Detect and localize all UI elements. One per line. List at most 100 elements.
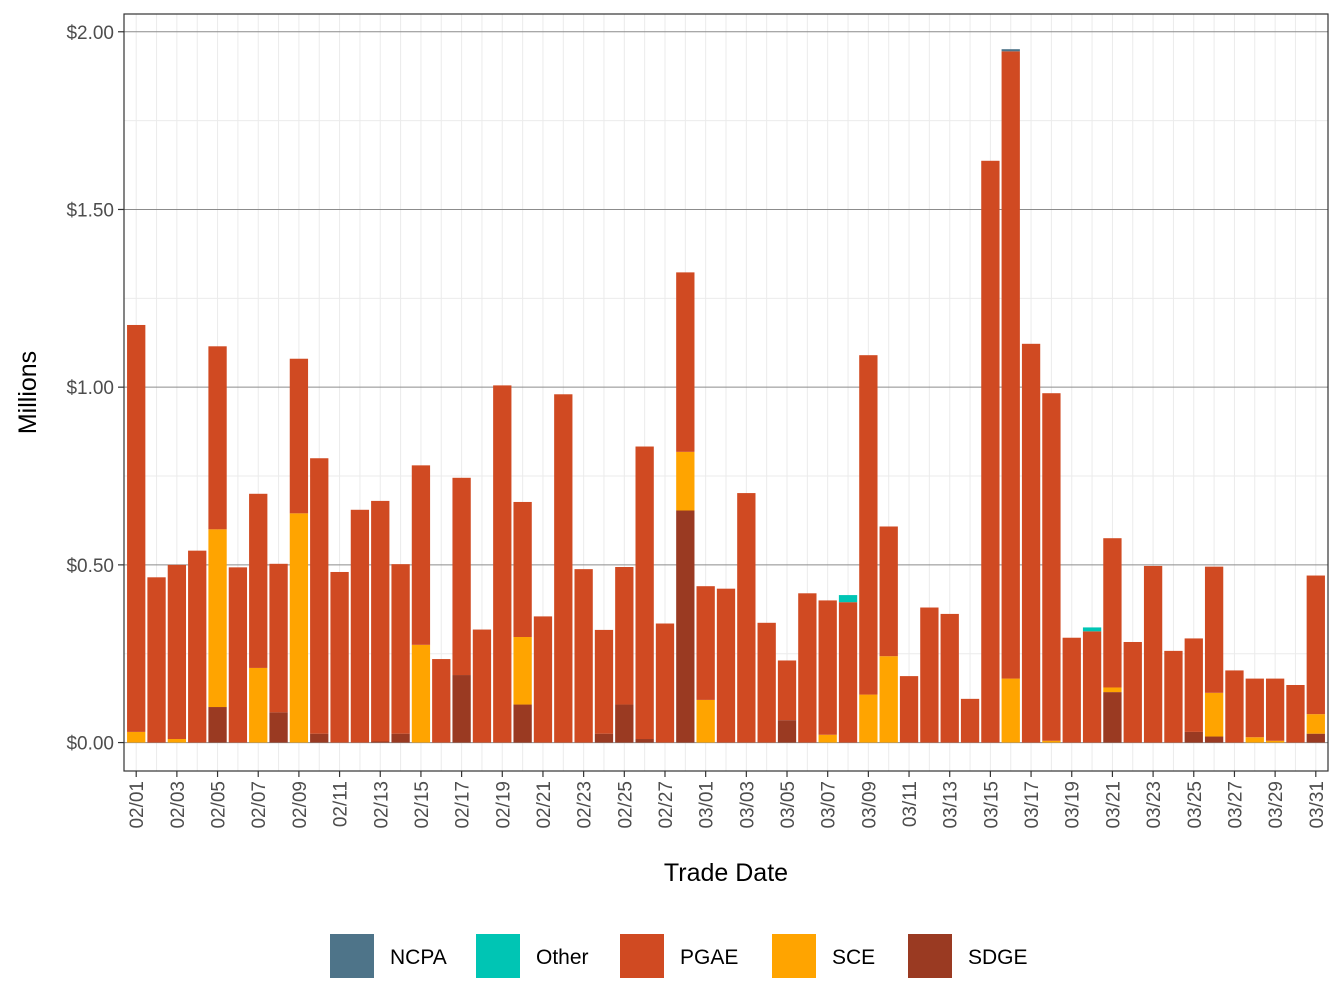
x-tick-label: 02/27 — [656, 781, 677, 829]
x-tick-label: 03/25 — [1185, 781, 1206, 829]
bar-pgae-03-03 — [737, 493, 756, 743]
legend-label-ncpa: NCPA — [390, 946, 447, 969]
x-tick-label: 02/07 — [249, 781, 270, 829]
bar-sce-03-10 — [879, 656, 898, 743]
bar-ncpa-03-16 — [1001, 49, 1020, 52]
bar-other-03-20 — [1082, 627, 1102, 632]
legend-key-ncpa — [330, 934, 374, 978]
bar-sce-03-01 — [696, 699, 715, 743]
bar-pgae-03-15 — [981, 160, 1000, 743]
x-axis-title: Trade Date — [664, 859, 788, 887]
bar-sce-03-31 — [1306, 714, 1325, 734]
bar-pgae-03-26 — [1204, 566, 1224, 693]
legend-key-pgae — [620, 934, 664, 978]
bar-pgae-02-08 — [269, 563, 288, 713]
x-tick-label: 02/25 — [615, 781, 636, 829]
bar-pgae-02-03 — [167, 564, 187, 740]
bar-pgae-03-12 — [920, 607, 939, 743]
bar-pgae-02-15 — [411, 465, 431, 645]
bar-sce-03-16 — [1001, 678, 1020, 743]
bar-sdge-02-26 — [635, 739, 654, 743]
x-tick-label: 03/01 — [697, 781, 718, 829]
bar-sce-02-20 — [513, 637, 532, 705]
bar-sce-03-18 — [1042, 740, 1061, 743]
bar-pgae-03-18 — [1042, 393, 1061, 741]
x-tick-label: 03/19 — [1063, 781, 1084, 829]
bar-pgae-02-10 — [310, 458, 329, 734]
bar-sdge-03-05 — [777, 720, 797, 743]
x-tick-label: 03/27 — [1225, 781, 1246, 829]
bar-sdge-02-17 — [452, 675, 471, 743]
y-tick-label: $1.00 — [66, 378, 114, 399]
x-tick-label: 03/09 — [859, 781, 880, 829]
bar-sdge-02-25 — [615, 704, 634, 743]
bar-pgae-02-07 — [249, 493, 268, 668]
x-tick-label: 02/17 — [453, 781, 474, 829]
y-axis-title: Millions — [14, 351, 42, 434]
legend-label-sce: SCE — [832, 946, 875, 969]
bar-sce-02-09 — [289, 513, 309, 743]
bar-pgae-03-09 — [859, 355, 878, 695]
x-tick-label: 03/23 — [1144, 781, 1165, 829]
bar-sdge-02-05 — [208, 707, 227, 743]
bar-pgae-02-24 — [594, 629, 614, 734]
bar-pgae-03-31 — [1306, 575, 1325, 715]
legend-label-other: Other — [536, 946, 589, 969]
y-axis: $0.00 $0.50 $1.00 $1.50 $2.00 — [66, 23, 124, 755]
bar-pgae-03-24 — [1164, 650, 1183, 743]
bar-pgae-03-10 — [879, 526, 898, 657]
x-tick-label: 03/11 — [900, 781, 921, 827]
bars — [127, 49, 1325, 743]
bar-pgae-02-02 — [147, 577, 166, 743]
bar-pgae-02-06 — [228, 567, 248, 743]
bar-sce-03-07 — [818, 734, 837, 743]
bar-sce-03-26 — [1204, 692, 1224, 737]
legend-key-sdge — [908, 934, 952, 978]
x-axis: 02/01 02/03 02/05 02/07 02/09 02/11 02/13 02/15… — [127, 771, 1328, 829]
bar-pgae-02-17 — [452, 477, 471, 676]
bar-sdge-03-26 — [1204, 736, 1224, 743]
legend-label-sdge: SDGE — [968, 946, 1028, 969]
bar-sce-03-29 — [1265, 740, 1285, 743]
bar-sdge-02-13 — [371, 741, 390, 743]
x-tick-label: 02/01 — [127, 781, 148, 829]
bar-pgae-02-14 — [391, 564, 410, 734]
x-tick-label: 03/29 — [1266, 781, 1287, 829]
bar-sdge-02-20 — [513, 704, 532, 743]
legend-key-sce — [772, 934, 816, 978]
bar-sdge-03-21 — [1103, 692, 1122, 743]
bar-pgae-02-18 — [472, 629, 492, 743]
bar-pgae-02-12 — [350, 509, 370, 743]
bar-sce-02-07 — [249, 667, 268, 743]
x-tick-label: 03/31 — [1307, 781, 1328, 829]
bar-other-03-08 — [838, 595, 858, 603]
bar-pgae-02-27 — [655, 623, 675, 743]
bar-pgae-03-22 — [1123, 641, 1142, 743]
bar-pgae-02-13 — [371, 500, 390, 742]
bar-pgae-03-29 — [1265, 678, 1285, 741]
x-tick-label: 03/15 — [981, 781, 1002, 829]
bar-sce-02-01 — [127, 731, 146, 743]
x-tick-label: 02/13 — [371, 781, 392, 829]
bar-pgae-03-17 — [1021, 343, 1041, 743]
x-tick-label: 02/23 — [575, 781, 596, 829]
bar-sdge-03-25 — [1184, 731, 1203, 743]
bar-sce-03-09 — [859, 694, 878, 743]
bar-pgae-03-06 — [798, 593, 817, 743]
bar-pgae-02-11 — [330, 571, 349, 743]
bar-sdge-02-28 — [676, 510, 695, 743]
legend-key-other — [476, 934, 520, 978]
y-tick-label: $0.00 — [66, 734, 114, 755]
y-tick-label: $1.50 — [66, 200, 114, 221]
bar-sce-02-28 — [676, 451, 695, 511]
x-tick-label: 03/07 — [819, 781, 840, 829]
bar-sdge-02-08 — [269, 712, 288, 743]
bar-pgae-03-27 — [1225, 670, 1244, 743]
bar-sce-03-21 — [1103, 687, 1122, 693]
bar-sdge-02-10 — [310, 733, 329, 743]
x-tick-label: 02/03 — [168, 781, 189, 829]
bar-pgae-03-21 — [1103, 538, 1122, 688]
bar-pgae-03-30 — [1286, 684, 1305, 743]
